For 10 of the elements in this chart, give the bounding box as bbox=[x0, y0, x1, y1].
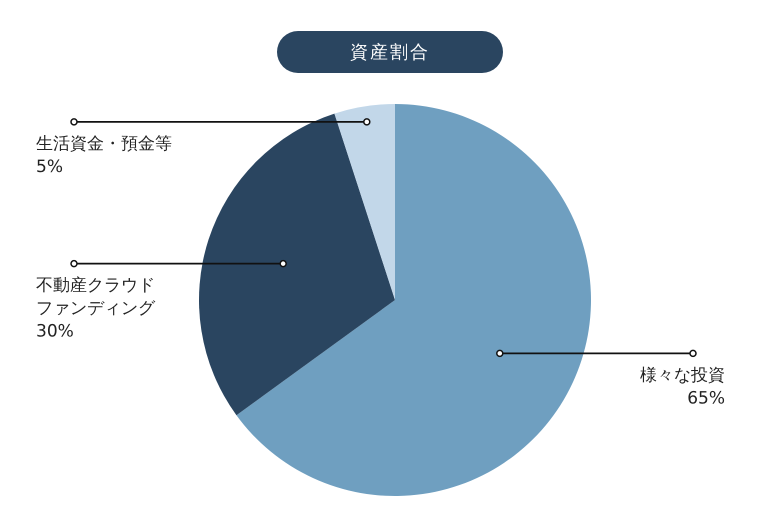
data-label: 30% bbox=[36, 322, 74, 342]
pie-slice bbox=[199, 114, 395, 416]
slice-label: 様々な投資 bbox=[640, 365, 725, 386]
slice-label: 不動産クラウドファンディング bbox=[36, 276, 156, 319]
data-label: 5% bbox=[36, 156, 63, 177]
slice-label: 生活資金・預金等 bbox=[36, 134, 172, 154]
data-label: 65% bbox=[687, 388, 725, 408]
chart-title: 資産割合 bbox=[277, 31, 503, 73]
pie-slice bbox=[334, 104, 395, 300]
pie-slice bbox=[236, 104, 591, 496]
